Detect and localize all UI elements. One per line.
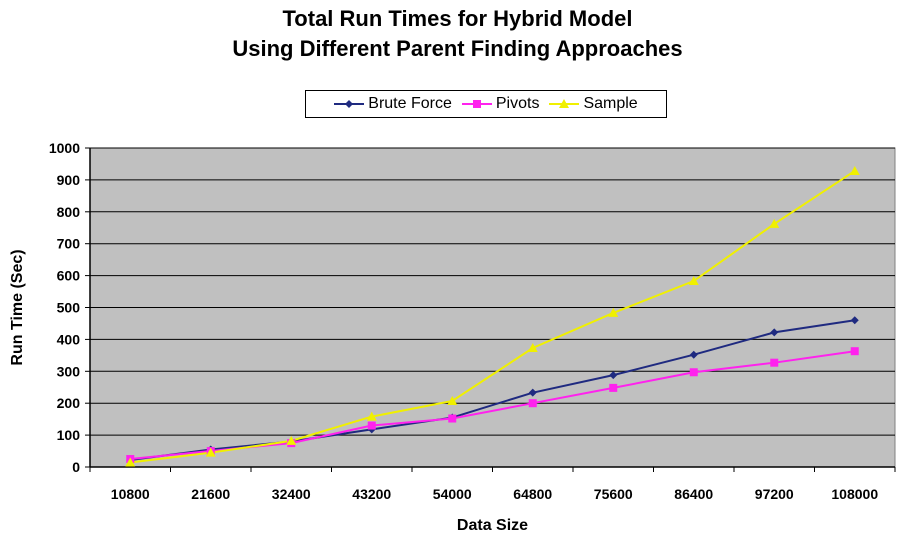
point-sample-54000 <box>447 395 458 405</box>
point-pivots-64800 <box>528 399 537 408</box>
series-line-brute-force <box>130 319 855 461</box>
x-tick-label-86400: 86400 <box>674 486 713 502</box>
point-sample-86400 <box>688 276 699 286</box>
chart-title-line-1: Total Run Times for Hybrid Model <box>282 6 633 31</box>
point-brute-force-64800 <box>528 388 537 397</box>
point-sample-108000 <box>849 165 860 175</box>
legend-entry-pivots: Pivots <box>461 95 540 113</box>
legend-swatch-brute-force <box>334 100 365 108</box>
point-sample-21600 <box>205 447 216 457</box>
x-axis-title: Data Size <box>457 517 528 534</box>
y-tick-label-0: 0 <box>72 459 80 475</box>
y-tick-label-400: 400 <box>57 331 81 347</box>
y-tick-label-700: 700 <box>57 236 81 252</box>
x-tick-label-97200: 97200 <box>755 486 794 502</box>
y-tick-label-800: 800 <box>57 204 81 220</box>
x-tick-label-10800: 10800 <box>111 486 150 502</box>
y-tick-label-300: 300 <box>57 363 81 379</box>
point-sample-10800 <box>125 457 136 467</box>
point-pivots-54000 <box>448 414 457 423</box>
series-line-sample <box>130 170 856 464</box>
chart-title: Total Run Times for Hybrid Model Using D… <box>0 4 915 64</box>
point-sample-75600 <box>608 307 619 317</box>
y-tick-label-900: 900 <box>57 172 81 188</box>
point-pivots-43200 <box>367 421 376 430</box>
legend-label-brute-force: Brute Force <box>368 95 452 112</box>
point-pivots-108000 <box>850 347 859 356</box>
legend-entry-sample: Sample <box>549 95 638 113</box>
point-pivots-86400 <box>689 368 698 377</box>
point-sample-64800 <box>527 343 538 353</box>
x-tick-label-43200: 43200 <box>352 486 391 502</box>
x-tick-label-32400: 32400 <box>272 486 311 502</box>
chart-title-line-2: Using Different Parent Finding Approache… <box>232 36 683 61</box>
y-tick-label-500: 500 <box>57 300 81 316</box>
point-brute-force-97200 <box>770 328 779 337</box>
point-pivots-97200 <box>770 358 779 367</box>
point-brute-force-108000 <box>850 316 859 325</box>
legend-swatch-pivots <box>461 100 492 108</box>
point-sample-43200 <box>366 411 377 421</box>
point-brute-force-86400 <box>689 350 698 359</box>
legend-label-sample: Sample <box>583 95 638 112</box>
x-tick-label-108000: 108000 <box>831 486 878 502</box>
legend-entry-brute-force: Brute Force <box>334 95 452 113</box>
x-tick-label-21600: 21600 <box>191 486 230 502</box>
y-tick-label-1000: 1000 <box>49 140 80 156</box>
point-sample-97200 <box>769 218 780 228</box>
legend-swatch-sample <box>549 99 580 108</box>
legend: Brute Force Pivots Sample <box>305 90 667 118</box>
legend-label-pivots: Pivots <box>495 95 540 112</box>
y-tick-label-600: 600 <box>57 268 81 284</box>
point-pivots-75600 <box>609 383 618 392</box>
y-tick-label-100: 100 <box>57 427 81 443</box>
point-brute-force-75600 <box>609 371 618 380</box>
x-tick-label-54000: 54000 <box>433 486 472 502</box>
point-sample-32400 <box>286 435 297 445</box>
x-tick-label-75600: 75600 <box>594 486 633 502</box>
y-axis-title: Run Time (Sec) <box>9 249 26 365</box>
y-tick-label-200: 200 <box>57 395 81 411</box>
x-tick-label-64800: 64800 <box>513 486 552 502</box>
